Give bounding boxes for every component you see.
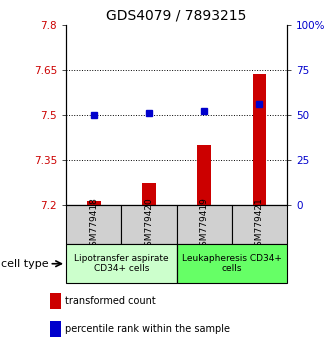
Text: GSM779421: GSM779421: [255, 198, 264, 252]
Bar: [121, 205, 177, 244]
Bar: [50, 293, 61, 309]
Bar: [177, 244, 287, 283]
Text: percentile rank within the sample: percentile rank within the sample: [65, 324, 230, 335]
Text: GSM779418: GSM779418: [89, 197, 98, 252]
Bar: [177, 205, 232, 244]
Text: cell type: cell type: [1, 259, 48, 269]
Bar: [66, 205, 121, 244]
Text: Leukapheresis CD34+
cells: Leukapheresis CD34+ cells: [182, 254, 282, 273]
Text: GSM779420: GSM779420: [145, 198, 153, 252]
Bar: [232, 205, 287, 244]
Bar: [87, 201, 101, 205]
Bar: [66, 244, 177, 283]
Text: transformed count: transformed count: [65, 296, 155, 306]
Bar: [50, 321, 61, 337]
Text: GSM779419: GSM779419: [200, 197, 209, 252]
Text: Lipotransfer aspirate
CD34+ cells: Lipotransfer aspirate CD34+ cells: [74, 254, 169, 273]
Bar: [252, 74, 266, 205]
Title: GDS4079 / 7893215: GDS4079 / 7893215: [106, 8, 247, 22]
Bar: [142, 183, 156, 205]
Bar: [197, 145, 211, 205]
